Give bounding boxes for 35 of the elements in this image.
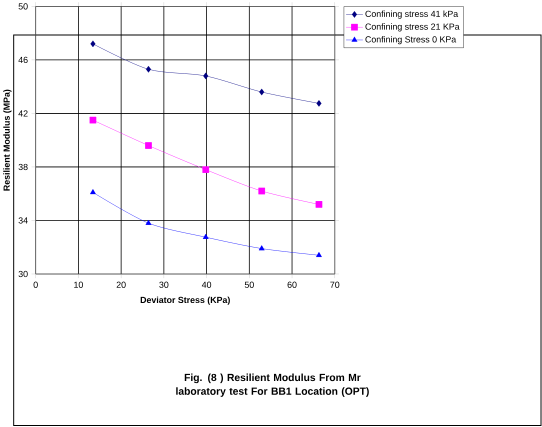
- point: [202, 166, 210, 174]
- x-tick-label: 50: [244, 282, 254, 288]
- point: [316, 201, 322, 208]
- x-tick-label: 0: [34, 282, 38, 288]
- point: [202, 234, 209, 240]
- point: [145, 142, 152, 150]
- x-tick-label: 40: [202, 282, 212, 288]
- point: [90, 117, 96, 124]
- point: [258, 188, 266, 195]
- y-tick-label: 30: [18, 271, 28, 278]
- y-tick-label: 38: [18, 164, 28, 170]
- x-tick-label: 60: [288, 282, 297, 288]
- point: [259, 88, 264, 96]
- point: [90, 40, 96, 48]
- legend-label: Confining stress 21 KPa: [365, 24, 460, 32]
- y-tick-label: 50: [18, 3, 28, 10]
- point: [203, 72, 208, 80]
- y-axis-title: Resilient Modulus (MPa): [3, 90, 12, 191]
- x-tick-label: 70: [330, 282, 340, 288]
- y-tick-label: 34: [18, 218, 28, 224]
- point: [146, 66, 152, 73]
- point: [258, 245, 265, 251]
- x-tick-label: 20: [116, 282, 126, 288]
- legend-label: Confining stress 41 kPa: [365, 10, 458, 19]
- text: Fig. (8 ) Resilient Modulus From Mr laboratory test For BB1 Location (OPT): [176, 374, 369, 398]
- legend-label: Confining Stress 0 KPa: [365, 36, 456, 44]
- y-tick-label: 42: [18, 110, 28, 117]
- x-tick-label: 10: [74, 282, 83, 288]
- y-tick-label: 46: [18, 57, 28, 64]
- point: [316, 252, 322, 258]
- point: [146, 220, 152, 226]
- point: [316, 100, 322, 107]
- point: [90, 189, 96, 194]
- x-tick-label: 30: [159, 282, 168, 288]
- x-axis-title: Deviator Stress (KPa): [140, 296, 230, 306]
